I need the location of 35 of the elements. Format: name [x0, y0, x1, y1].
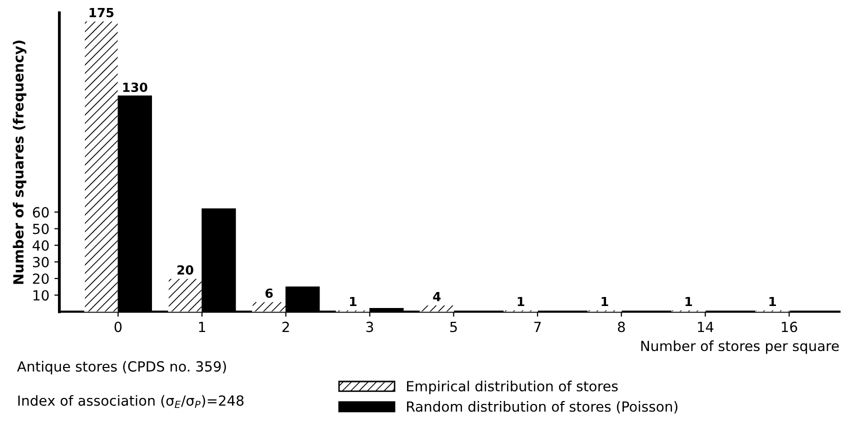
data-label: 1 [518, 296, 524, 306]
data-label: 1 [602, 296, 608, 306]
y-tick-label: 50 [33, 224, 49, 234]
legend-label: Random distribution of stores (Poisson) [407, 401, 678, 414]
data-label: 175 [90, 8, 114, 18]
x-tick-label: 1 [199, 322, 206, 332]
bar [252, 301, 286, 312]
legend-label: Empirical distribution of stores [407, 380, 618, 394]
text: Index of association (σ$_{E}$/σ$_{P}$)=248 [18, 395, 244, 408]
bar [84, 20, 118, 312]
data-label: 1 [769, 296, 776, 306]
data-label: 1 [350, 296, 356, 306]
data-label: 130 [123, 82, 148, 92]
x-tick-label: 0 [114, 322, 122, 332]
y-tick-label: 10 [33, 290, 49, 301]
data-label: 1 [686, 296, 692, 306]
x-axis-title: Number of stores per square [641, 340, 839, 354]
x-tick-label: 3 [366, 322, 374, 332]
y-tick-label: 40 [32, 240, 49, 251]
y-tick-label: 20 [32, 273, 49, 284]
data-label: 6 [266, 288, 273, 298]
x-tick-label: 16 [782, 322, 798, 332]
x-tick-label: 7 [534, 322, 541, 332]
x-tick-label: 14 [698, 322, 714, 332]
bar [168, 278, 202, 312]
y-tick-label: 60 [32, 207, 49, 218]
text: Antique stores (CPDS no. 359) [17, 360, 226, 374]
x-tick-label: 8 [618, 322, 625, 332]
data-label: 4 [433, 292, 441, 302]
y-tick-label: 30 [33, 256, 49, 268]
x-tick-label: 5 [450, 322, 457, 332]
data-label: 20 [177, 265, 194, 275]
y-axis-title: Number of squares (frequency) [12, 40, 26, 284]
x-tick-label: 2 [282, 322, 289, 332]
bar [420, 304, 454, 312]
